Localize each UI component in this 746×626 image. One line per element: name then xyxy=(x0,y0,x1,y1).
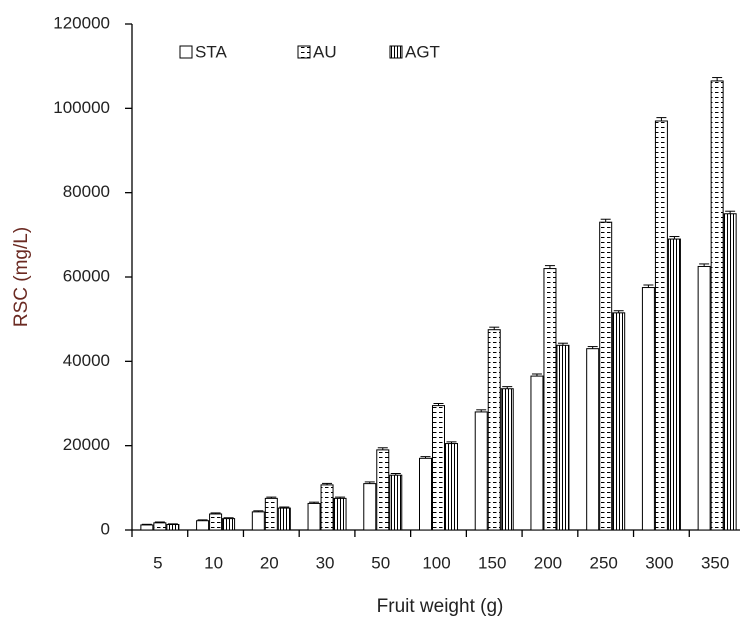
bar xyxy=(251,511,265,531)
bar xyxy=(363,483,377,531)
legend-swatch xyxy=(297,45,311,59)
y-tick-label: 80000 xyxy=(63,182,110,201)
legend-swatch xyxy=(389,45,403,59)
bar xyxy=(530,375,544,531)
legend-label: AU xyxy=(313,42,337,61)
bar xyxy=(153,522,167,531)
x-tick-label: 20 xyxy=(260,553,279,572)
x-tick-label: 30 xyxy=(316,553,335,572)
bar xyxy=(222,518,236,531)
bar xyxy=(333,497,347,531)
y-tick-label: 100000 xyxy=(53,98,110,117)
y-tick-label: 20000 xyxy=(63,435,110,454)
bar xyxy=(196,520,210,531)
bar xyxy=(723,213,737,531)
bar xyxy=(599,221,613,531)
bar xyxy=(641,287,655,531)
bar xyxy=(586,348,600,531)
bar xyxy=(487,329,501,531)
x-axis-label: Fruit weight (g) xyxy=(377,596,504,617)
bar xyxy=(474,411,488,531)
bar xyxy=(445,443,458,531)
bar xyxy=(556,344,570,531)
x-tick-label: 5 xyxy=(153,553,162,572)
bar xyxy=(320,484,334,531)
bar xyxy=(277,507,291,531)
bar xyxy=(307,502,321,531)
legend-label: STA xyxy=(195,42,227,61)
y-tick-label: 60000 xyxy=(63,266,110,285)
bar xyxy=(419,457,432,531)
x-tick-label: 200 xyxy=(534,553,562,572)
x-tick-label: 100 xyxy=(422,553,450,572)
bar xyxy=(710,80,724,531)
bar xyxy=(376,449,390,531)
x-tick-label: 150 xyxy=(478,553,506,572)
bar xyxy=(432,405,445,531)
x-tick-label: 350 xyxy=(701,553,729,572)
legend-swatch xyxy=(179,45,193,59)
bar xyxy=(264,497,278,531)
x-tick-label: 250 xyxy=(589,553,617,572)
x-tick-label: 50 xyxy=(371,553,390,572)
bar xyxy=(500,388,514,531)
x-tick-label: 10 xyxy=(204,553,223,572)
bar xyxy=(209,513,223,531)
bar xyxy=(140,524,154,531)
bar xyxy=(612,312,626,531)
bar xyxy=(654,120,668,531)
x-tick-label: 300 xyxy=(645,553,673,572)
legend-label: AGT xyxy=(405,42,440,61)
bar xyxy=(697,265,711,531)
y-tick-label: 0 xyxy=(101,519,110,538)
y-tick-label: 40000 xyxy=(63,351,110,370)
bar xyxy=(166,524,180,531)
y-tick-label: 120000 xyxy=(53,13,110,32)
y-axis-label: RSC (mg/L) xyxy=(11,227,32,327)
bar xyxy=(543,268,557,531)
bar xyxy=(389,474,403,531)
bar xyxy=(667,238,681,531)
